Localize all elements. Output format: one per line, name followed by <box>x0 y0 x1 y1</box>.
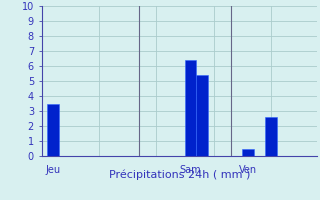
Text: Ven: Ven <box>239 165 257 175</box>
Bar <box>242 148 254 156</box>
X-axis label: Précipitations 24h ( mm ): Précipitations 24h ( mm ) <box>108 170 250 180</box>
Bar <box>196 75 208 156</box>
Text: Sam: Sam <box>180 165 202 175</box>
Bar <box>265 117 277 156</box>
Bar <box>47 104 59 156</box>
Bar <box>185 60 196 156</box>
Text: Jeu: Jeu <box>45 165 60 175</box>
